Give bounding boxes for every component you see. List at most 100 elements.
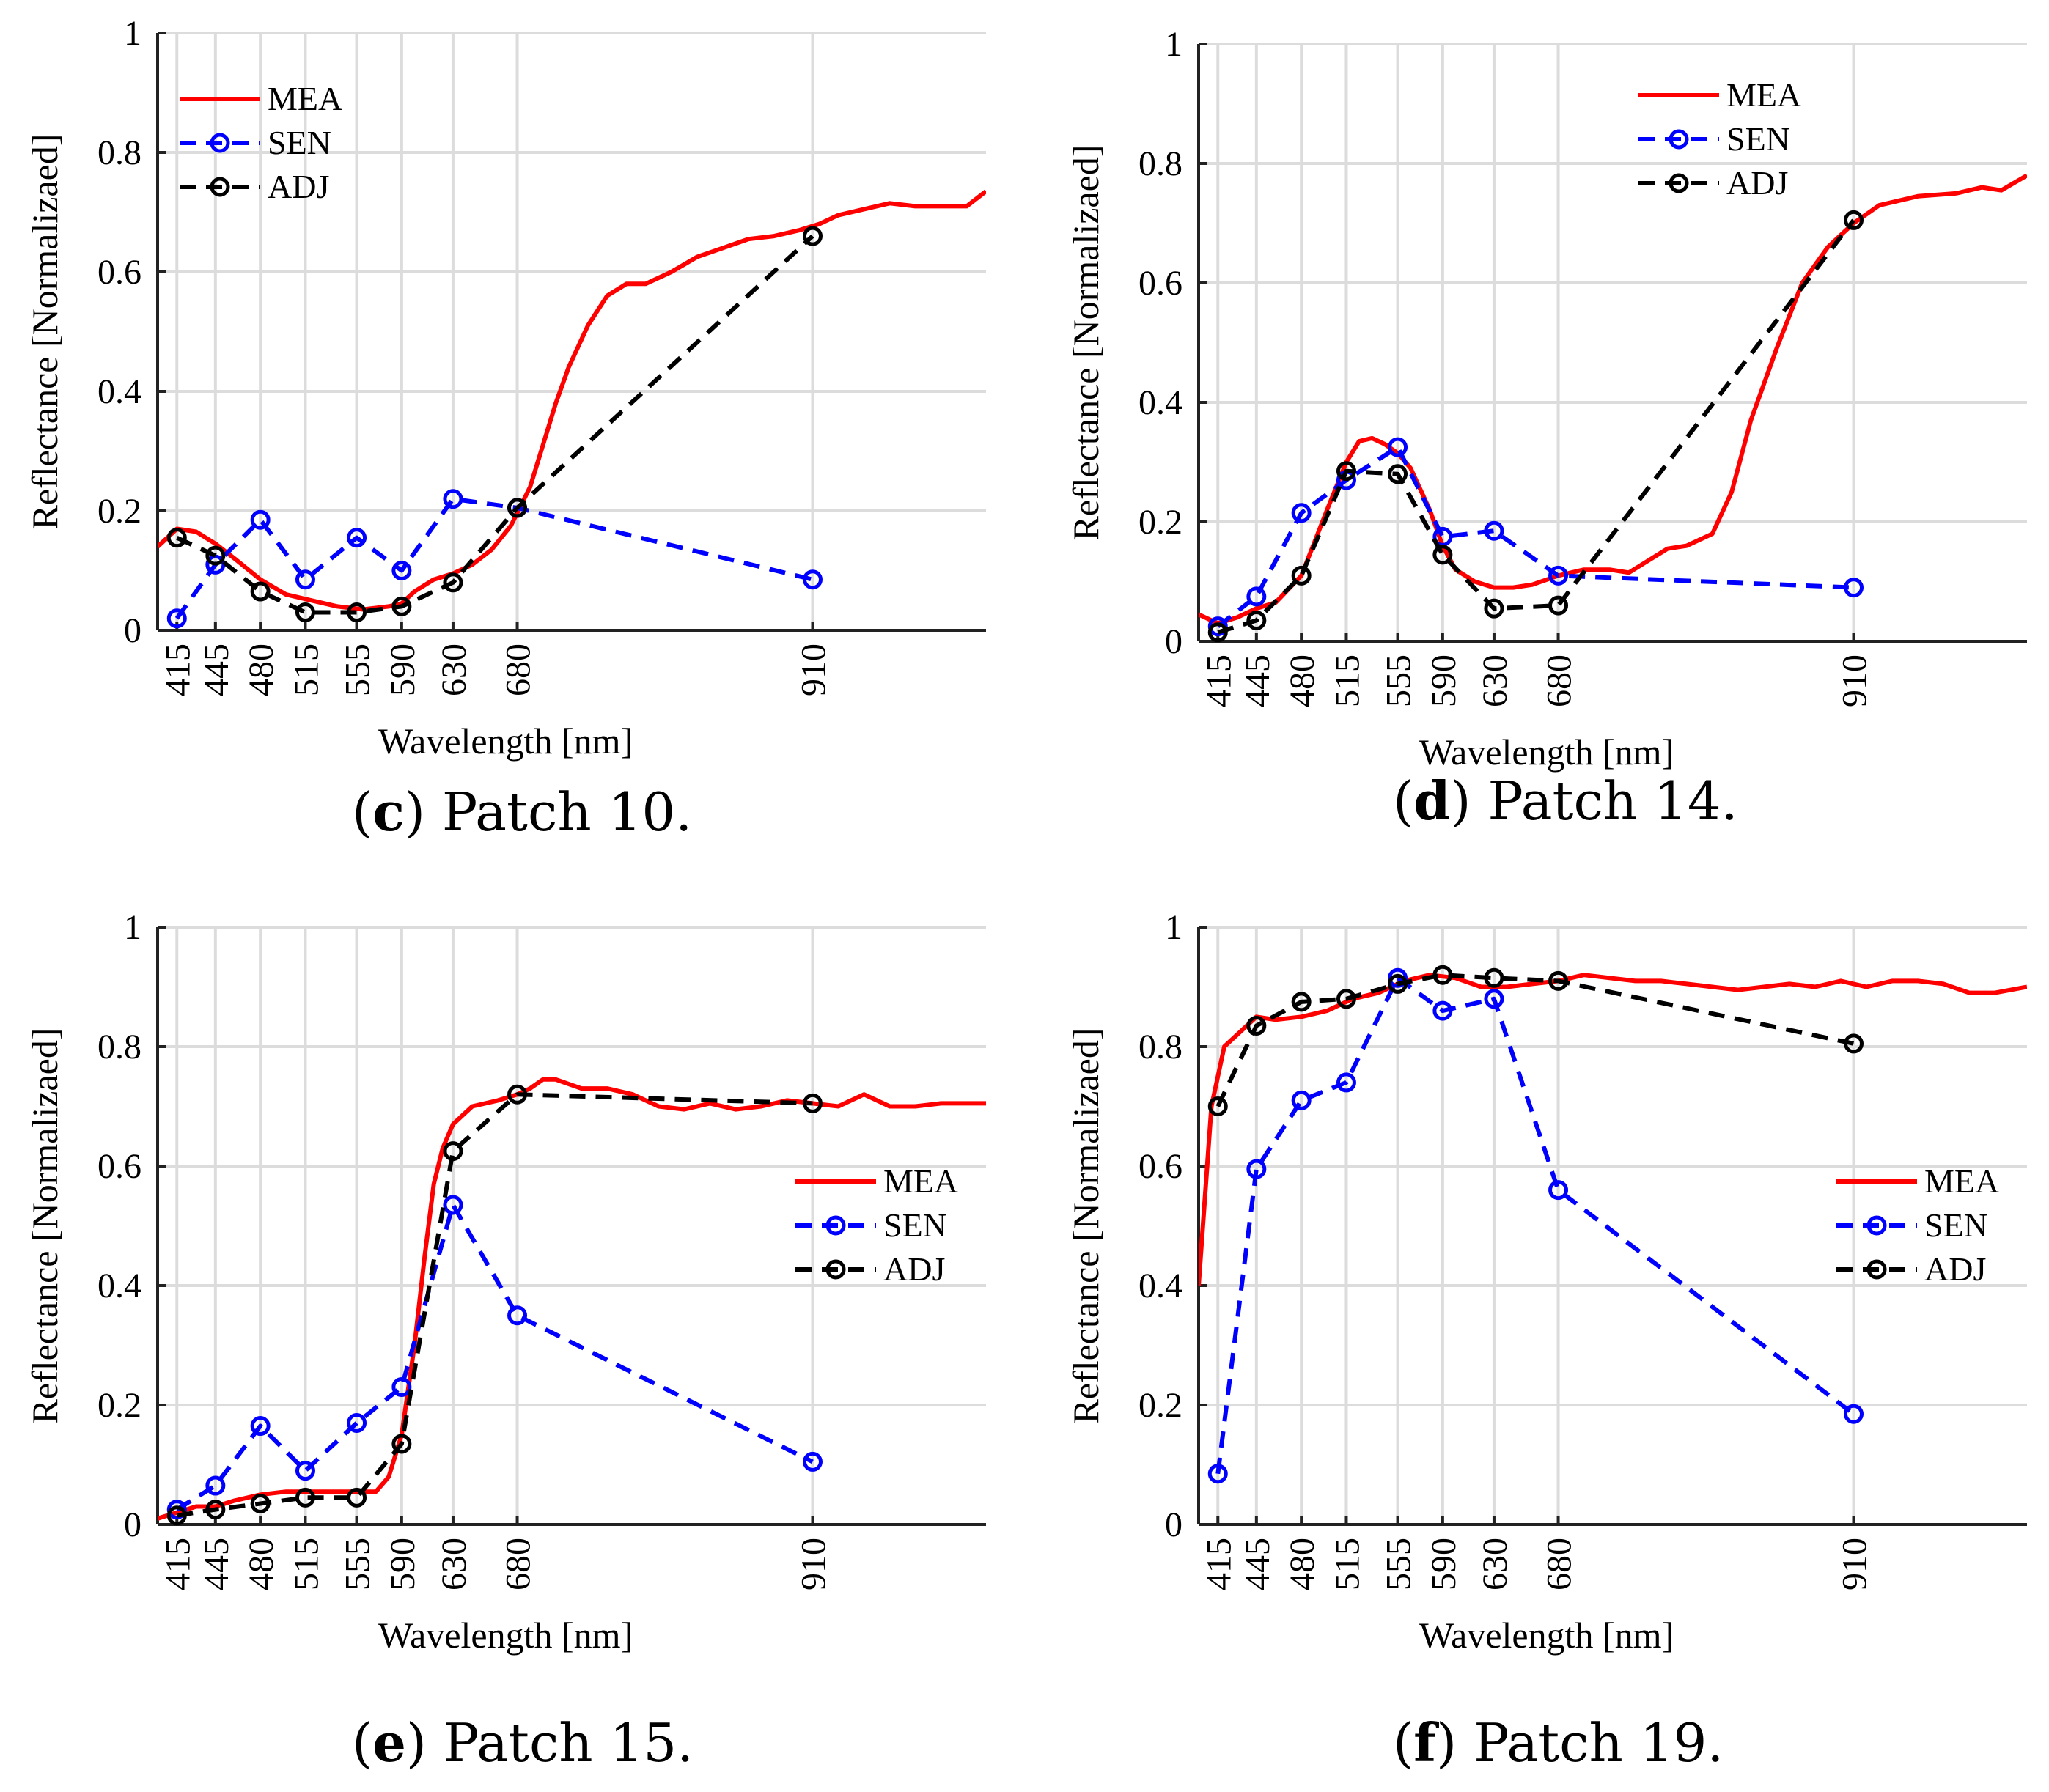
x-tick-label: 590 [383,1538,422,1590]
x-tick-label: 555 [339,1538,378,1590]
x-tick-label: 480 [1283,1538,1322,1590]
legend-marker [825,1215,846,1236]
figure-caption: (c) Patch 10. [352,781,693,843]
caption-text: Patch 15. [443,1712,694,1774]
series-line-mea [1199,173,2027,626]
legend-label-mea: MEA [1924,1162,1999,1200]
caption-letter: c [372,781,405,843]
x-tick-label: 415 [158,1538,197,1590]
x-tick-label: 590 [1424,1538,1463,1590]
x-tick-label: 415 [1199,655,1238,707]
figure-caption: (e) Patch 15. [352,1711,694,1774]
series-sen [166,1195,823,1520]
x-tick-label: 555 [1380,1538,1419,1590]
y-tick-label: 0.4 [98,1266,141,1305]
data-point-adj [295,1487,315,1508]
data-point-adj [443,572,463,593]
legend-marker [825,1259,846,1280]
y-tick-label: 1 [124,14,141,53]
x-tick-label: 515 [287,644,325,696]
data-point-sen [1336,1072,1356,1093]
legend-label-sen: SEN [883,1206,947,1244]
data-point-adj [1246,610,1267,630]
chart-panel-f: 0 0.2 0.4 0.6 0.8 1 415 445 480 515 555 590 630 680 91… [1041,901,2049,1792]
grid [158,32,986,632]
legend-label-adj: ADJ [268,168,329,205]
y-tick-label: 0 [124,1505,141,1544]
series-line-sen [175,1203,814,1512]
data-point-sen [347,1412,367,1433]
y-tick-label: 0 [1165,622,1182,661]
data-point-sen [347,528,367,548]
y-tick-label: 1 [1165,25,1182,64]
y-tick-label: 0.6 [1138,1147,1182,1186]
x-tick-label: 515 [1328,1538,1366,1590]
data-point-sen [295,569,315,590]
data-point-adj [347,1487,367,1508]
y-tick-label: 0.4 [1138,1266,1182,1305]
data-point-sen [1484,989,1504,1009]
caption-text: Patch 14. [1487,770,1738,832]
x-axis-label: Wavelength [nm] [1419,1615,1674,1656]
data-point-adj [205,1500,226,1520]
series-adj [1207,965,1864,1116]
legend-marker [210,133,230,153]
figure-caption: (f) Patch 19. [1393,1711,1724,1774]
data-point-sen [1246,586,1267,607]
data-point-sen [1291,503,1312,523]
x-tick-label: 680 [499,1538,538,1590]
legend-label-mea: MEA [1726,76,1801,114]
data-point-sen [1843,1404,1864,1424]
y-tick-label: 0.8 [1138,1028,1182,1066]
x-tick-label: 630 [1476,655,1515,707]
x-axis-label: Wavelength [nm] [378,1615,633,1656]
x-tick-label: 555 [339,644,378,696]
data-point-sen [443,1195,463,1215]
data-point-sen [1246,1159,1267,1179]
x-tick-label: 680 [1540,655,1579,707]
data-point-sen [391,1377,412,1398]
legend: MEA SEN ADJ [795,1162,958,1288]
x-tick-label: 445 [1238,655,1277,707]
series-line-sen [1216,445,1854,628]
caption-letter: d [1413,770,1451,832]
y-tick-label: 0.4 [98,372,141,411]
series-line-adj [1215,973,1855,1107]
data-point-adj [1548,595,1569,616]
x-tick-label: 515 [287,1538,325,1590]
data-point-sen [250,1416,271,1437]
data-point-sen [166,608,187,629]
legend-label-adj: ADJ [1726,164,1788,202]
x-tick-label: 590 [1424,655,1463,707]
series-line-mea [158,1077,986,1521]
y-tick-label: 0.6 [98,1147,141,1186]
x-tick-label: 910 [1835,655,1874,707]
series-line-adj [1217,218,1855,635]
series-line-adj [176,234,814,615]
data-point-adj [1432,545,1453,565]
figure-caption: (d) Patch 14. [1393,770,1738,832]
data-point-adj [1548,970,1569,991]
data-point-adj [347,602,367,623]
series-adj [166,226,823,623]
legend-label-adj: ADJ [1924,1250,1986,1288]
series-mea [158,1077,986,1521]
data-point-adj [1246,1015,1267,1036]
chart-svg: 0 0.2 0.4 0.6 0.8 1 415 445 480 515 555 590 630 680 91… [24,14,986,762]
data-point-adj [391,596,412,616]
series-mea [1199,973,2027,1286]
series-mea [1199,173,2027,626]
legend-marker [1669,173,1689,193]
data-point-sen [250,509,271,530]
x-tick-label: 515 [1328,655,1366,707]
data-point-adj [1336,989,1356,1009]
x-tick-label: 910 [794,644,833,696]
data-point-sen [391,561,412,580]
data-point-adj [1336,461,1356,482]
x-tick-label: 415 [1199,1538,1238,1590]
series-sen [166,489,823,629]
y-tick-label: 1 [1165,908,1182,947]
x-tick-label: 480 [242,1538,281,1590]
caption-text: Patch 19. [1474,1712,1724,1774]
series-adj [166,1084,823,1526]
